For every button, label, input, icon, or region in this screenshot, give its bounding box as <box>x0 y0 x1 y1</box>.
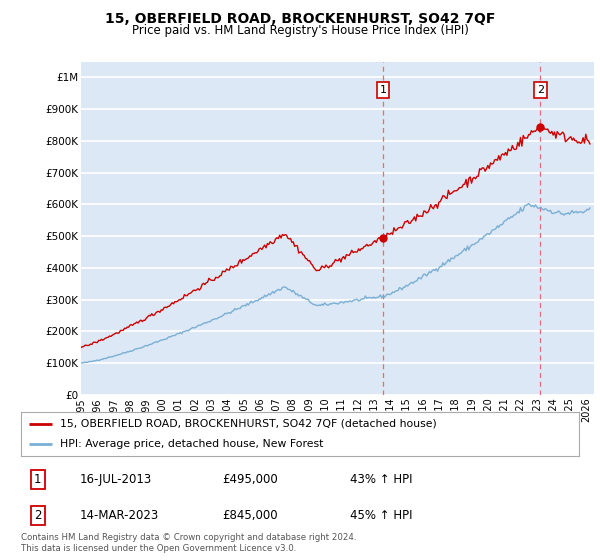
Text: Contains HM Land Registry data © Crown copyright and database right 2024.
This d: Contains HM Land Registry data © Crown c… <box>21 533 356 553</box>
Text: Price paid vs. HM Land Registry's House Price Index (HPI): Price paid vs. HM Land Registry's House … <box>131 24 469 36</box>
Text: 15, OBERFIELD ROAD, BROCKENHURST, SO42 7QF: 15, OBERFIELD ROAD, BROCKENHURST, SO42 7… <box>105 12 495 26</box>
Text: 2: 2 <box>34 509 41 522</box>
Text: 2: 2 <box>536 85 544 95</box>
Text: £845,000: £845,000 <box>222 509 278 522</box>
Text: 1: 1 <box>379 85 386 95</box>
Text: HPI: Average price, detached house, New Forest: HPI: Average price, detached house, New … <box>60 439 323 449</box>
Text: 45% ↑ HPI: 45% ↑ HPI <box>350 509 413 522</box>
Text: 14-MAR-2023: 14-MAR-2023 <box>80 509 159 522</box>
Text: 16-JUL-2013: 16-JUL-2013 <box>80 473 152 486</box>
Text: 15, OBERFIELD ROAD, BROCKENHURST, SO42 7QF (detached house): 15, OBERFIELD ROAD, BROCKENHURST, SO42 7… <box>60 419 437 429</box>
Text: 43% ↑ HPI: 43% ↑ HPI <box>350 473 413 486</box>
Text: 1: 1 <box>34 473 41 486</box>
Text: £495,000: £495,000 <box>222 473 278 486</box>
